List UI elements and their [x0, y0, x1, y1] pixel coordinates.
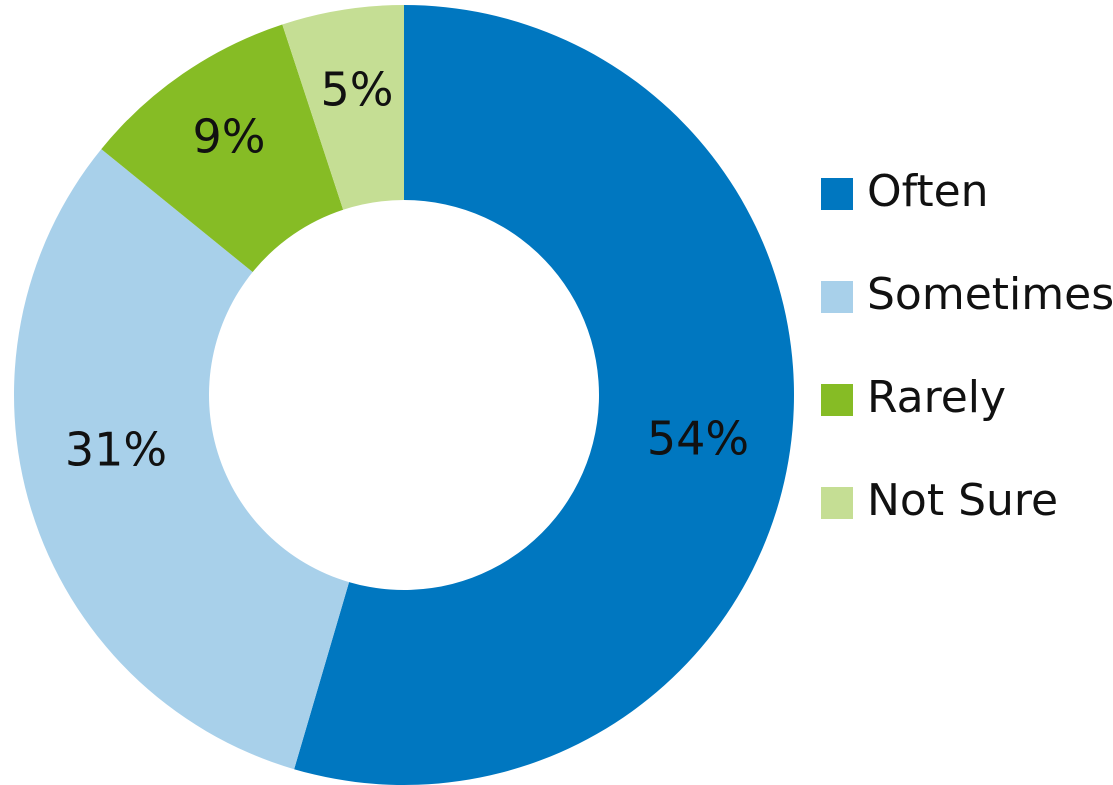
- legend-swatch: [821, 281, 853, 313]
- legend-item-rarely: Rarely: [821, 372, 1006, 423]
- legend-item-often: Often: [821, 166, 989, 217]
- donut-slices: [14, 5, 794, 785]
- slice-label-not-sure: 5%: [321, 63, 394, 117]
- legend-swatch: [821, 384, 853, 416]
- slice-label-rarely: 9%: [193, 110, 266, 164]
- legend-label: Often: [867, 166, 989, 217]
- legend-label: Not Sure: [867, 475, 1058, 526]
- legend-label: Sometimes: [867, 269, 1113, 320]
- slice-label-sometimes: 31%: [65, 423, 167, 477]
- slice-not-sure: [282, 5, 404, 210]
- legend-swatch: [821, 487, 853, 519]
- legend-item-not-sure: Not Sure: [821, 475, 1058, 526]
- legend-swatch: [821, 178, 853, 210]
- legend-item-sometimes: Sometimes: [821, 269, 1113, 320]
- legend-label: Rarely: [867, 372, 1006, 423]
- slice-often: [294, 5, 794, 785]
- slice-labels: 54% 31% 9% 5%: [65, 63, 749, 477]
- slice-rarely: [101, 24, 344, 273]
- legend: Often Sometimes Rarely Not Sure: [821, 166, 1113, 526]
- slice-sometimes: [14, 149, 350, 770]
- slice-label-often: 54%: [647, 412, 749, 466]
